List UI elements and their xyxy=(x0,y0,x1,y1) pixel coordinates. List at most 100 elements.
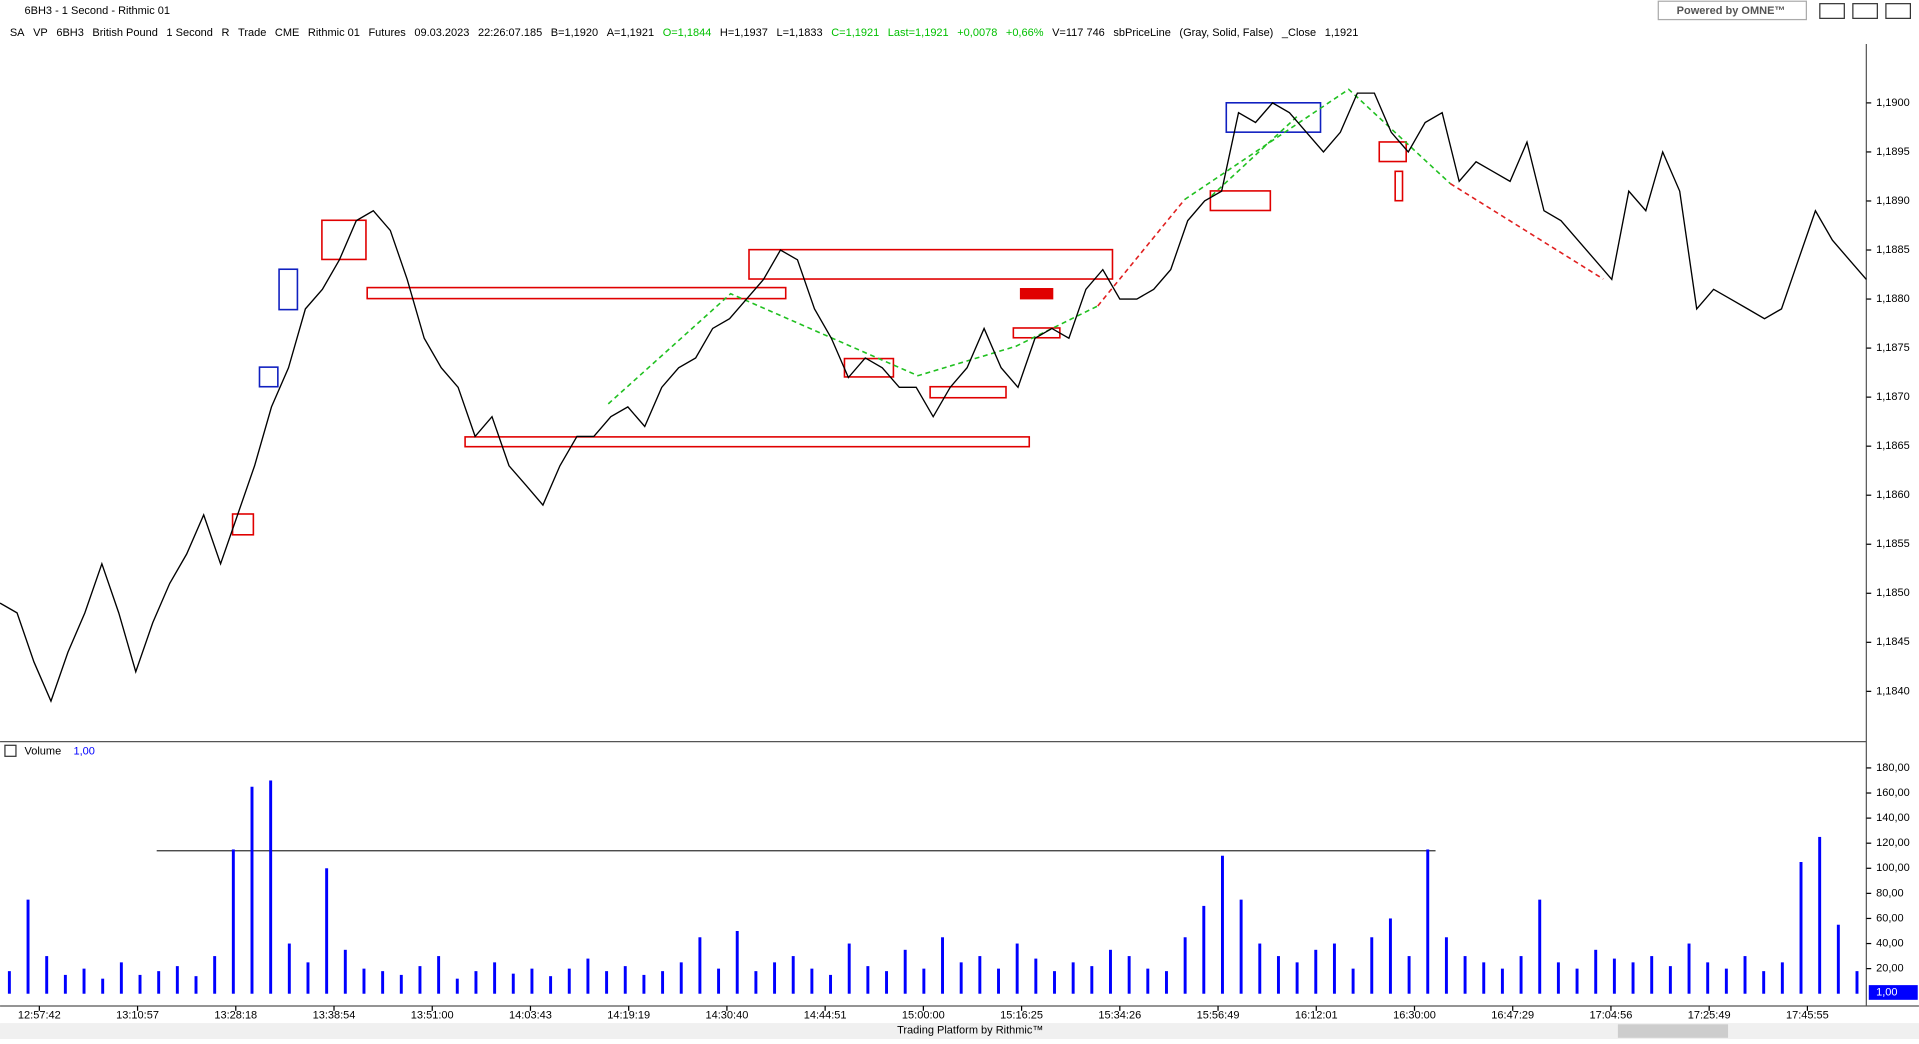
volume-bar xyxy=(1053,971,1056,994)
y-tick-label: 1,1895 xyxy=(1876,146,1910,158)
y-tick-label: 1,1870 xyxy=(1876,391,1910,403)
zone xyxy=(366,286,787,300)
y-tick-label: 100,00 xyxy=(1876,862,1910,874)
volume-bar xyxy=(175,966,179,994)
volume-bar xyxy=(343,949,347,994)
y-tick-label: 1,1875 xyxy=(1876,342,1910,354)
zigzag xyxy=(1211,115,1298,197)
x-tick-label: 14:44:51 xyxy=(804,1010,847,1022)
zone xyxy=(748,248,1114,280)
window-title: 6BH3 - 1 Second - Rithmic 01 xyxy=(25,5,171,17)
zigzag xyxy=(1449,182,1604,280)
volume-bar xyxy=(1818,836,1822,994)
x-tick-label: 15:00:00 xyxy=(902,1010,945,1022)
volume-bar xyxy=(1090,966,1094,994)
y-tick-label: 40,00 xyxy=(1876,937,1904,949)
volume-bar xyxy=(1482,962,1486,994)
volume-bar xyxy=(885,971,888,994)
y-tick-label: 60,00 xyxy=(1876,912,1904,924)
pane-value: 1,00 xyxy=(73,745,94,757)
toolbar-item: 1,1921 xyxy=(1325,27,1359,39)
toolbar-item: O=1,1844 xyxy=(663,27,712,39)
toolbar-item: SA xyxy=(10,27,25,39)
volume-bar xyxy=(1370,937,1374,994)
volume-bar xyxy=(549,976,553,994)
toolbar-item: British Pound xyxy=(92,27,157,39)
y-tick-label: 1,1850 xyxy=(1876,587,1910,599)
x-tick-label: 15:56:49 xyxy=(1197,1010,1240,1022)
y-tick-label: 1,1890 xyxy=(1876,195,1910,207)
volume-bar xyxy=(1407,956,1411,994)
volume-bar xyxy=(119,962,123,994)
maximize-button[interactable] xyxy=(1852,3,1878,19)
zone xyxy=(278,268,299,311)
volume-bar xyxy=(231,849,235,994)
y-tick-label: 1,1860 xyxy=(1876,489,1910,501)
zone xyxy=(231,513,255,536)
volume-bar xyxy=(437,956,441,994)
volume-bar xyxy=(1202,905,1206,994)
x-tick-label: 13:51:00 xyxy=(411,1010,454,1022)
volume-bar xyxy=(1500,968,1504,994)
close-pane-button[interactable] xyxy=(4,744,17,757)
volume-bar xyxy=(605,971,609,994)
volume-bar xyxy=(511,973,515,994)
volume-bar xyxy=(1575,968,1579,994)
volume-bar xyxy=(1799,862,1803,994)
y-tick-label: 140,00 xyxy=(1876,812,1910,824)
x-tick-label: 16:30:00 xyxy=(1393,1010,1436,1022)
x-tick-label: 12:57:42 xyxy=(18,1010,61,1022)
close-button[interactable] xyxy=(1885,3,1911,19)
volume-bar xyxy=(1146,968,1150,994)
toolbar-item: sbPriceLine xyxy=(1113,27,1170,39)
y-tick-label: 1,1880 xyxy=(1876,293,1910,305)
y-tick-label: 1,1885 xyxy=(1876,244,1910,256)
toolbar-item: Last=1,1921 xyxy=(888,27,949,39)
volume-bar xyxy=(754,971,758,994)
volume-bar xyxy=(698,937,702,994)
volume-bar xyxy=(773,962,777,994)
volume-bar xyxy=(1109,949,1112,994)
toolbar-item: Futures xyxy=(368,27,406,39)
minimize-button[interactable] xyxy=(1819,3,1845,19)
x-tick-label: 17:25:49 xyxy=(1688,1010,1731,1022)
volume-bar xyxy=(959,962,963,994)
volume-bar xyxy=(623,966,627,994)
volume-bar xyxy=(82,968,86,994)
volume-bar xyxy=(679,962,683,994)
toolbar-item: L=1,1833 xyxy=(776,27,822,39)
toolbar-item: +0,66% xyxy=(1006,27,1044,39)
toolbar-item: B=1,1920 xyxy=(551,27,598,39)
volume-bar xyxy=(1519,956,1523,994)
scrollbar[interactable] xyxy=(0,1023,1919,1039)
volume-bar xyxy=(213,956,217,994)
volume-bar xyxy=(325,868,329,994)
toolbar-item: Trade xyxy=(238,27,266,39)
x-tick-label: 14:30:40 xyxy=(706,1010,749,1022)
volume-bar xyxy=(1015,943,1019,994)
volume-bar xyxy=(1836,924,1840,994)
volume-bar xyxy=(306,962,310,994)
volume-bar xyxy=(1668,966,1672,994)
volume-bar xyxy=(1612,958,1616,994)
x-tick-label: 13:10:57 xyxy=(116,1010,159,1022)
zone xyxy=(1209,190,1272,212)
toolbar-item: A=1,1921 xyxy=(607,27,654,39)
scroll-thumb[interactable] xyxy=(1617,1024,1729,1038)
volume-bar xyxy=(1034,958,1038,994)
zigzag xyxy=(1184,88,1451,201)
x-tick-label: 16:47:29 xyxy=(1491,1010,1534,1022)
x-tick-label: 16:12:01 xyxy=(1295,1010,1338,1022)
toolbar-item: V=117 746 xyxy=(1052,27,1105,39)
volume-bar xyxy=(642,974,646,994)
volume-bar xyxy=(1780,962,1784,994)
toolbar-item: H=1,1937 xyxy=(720,27,768,39)
volume-bar xyxy=(978,956,982,994)
volume-bar xyxy=(941,937,944,994)
volume-bar xyxy=(493,962,497,994)
volume-bar xyxy=(45,956,49,994)
volume-bar xyxy=(101,978,105,994)
x-tick-label: 13:28:18 xyxy=(214,1010,257,1022)
toolbar-item: +0,0078 xyxy=(957,27,997,39)
